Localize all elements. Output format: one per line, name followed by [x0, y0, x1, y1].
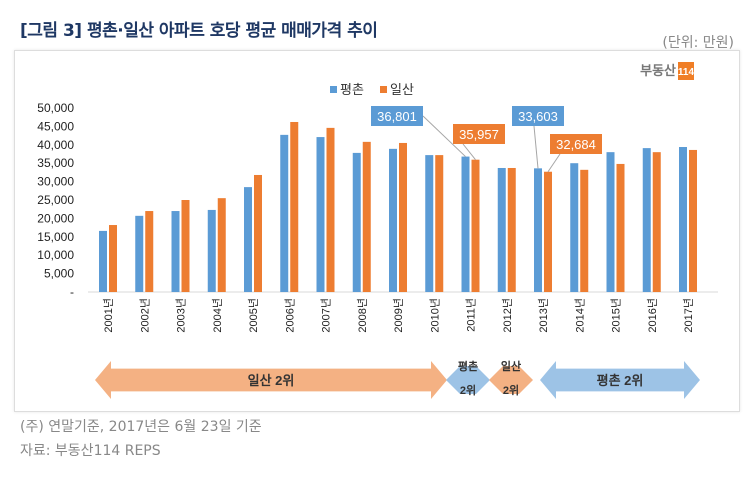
x-tick-label: 2004년 — [211, 298, 224, 333]
x-tick-label: 2008년 — [356, 298, 369, 333]
bar-평촌-2008년 — [352, 152, 361, 292]
x-tick-label: 2015년 — [610, 298, 623, 333]
arrow-label: 평촌 2위 — [597, 373, 644, 388]
arrow-label: 2위 — [460, 384, 476, 397]
x-tick-label: 2013년 — [537, 298, 550, 333]
bar-평촌-2017년 — [679, 147, 687, 292]
figure-title: [그림 3] 평촌·일산 아파트 호당 평균 매매가격 추이 — [20, 21, 378, 41]
arrow-label: 일산 — [501, 359, 521, 373]
bar-평촌-2010년 — [425, 155, 434, 292]
arrow-pyeongchon-2nd-2011 — [446, 366, 490, 394]
callout-leader — [422, 115, 466, 157]
y-tick-label: 10,000 — [37, 248, 74, 262]
bar-일산-2017년 — [689, 149, 697, 292]
bar-일산-2002년 — [145, 211, 154, 292]
y-tick-label: 5,000 — [44, 267, 74, 281]
x-tick-label: 2002년 — [138, 298, 151, 333]
legend-label-0: 평촌 — [340, 82, 364, 97]
logo-badge — [678, 62, 694, 80]
y-tick-label: 30,000 — [37, 175, 74, 189]
bar-일산-2003년 — [181, 200, 190, 292]
bar-일산-2005년 — [254, 174, 262, 292]
x-tick-label: 2011년 — [465, 298, 478, 332]
bar-일산-2010년 — [435, 155, 444, 292]
bar-평촌-2013년 — [534, 168, 542, 292]
callout-box — [550, 134, 602, 154]
bar-평촌-2009년 — [389, 148, 397, 292]
y-tick-label: 25,000 — [37, 193, 74, 207]
bar-평촌-2007년 — [316, 137, 325, 292]
bar-일산-2007년 — [326, 127, 335, 292]
logo-badge-text: 114 — [678, 67, 695, 78]
bar-일산-2012년 — [507, 167, 516, 292]
bar-일산-2001년 — [109, 225, 117, 292]
source-note: 자료: 부동산114 REPS — [20, 443, 161, 459]
y-tick-label: 35,000 — [37, 156, 74, 170]
callout-label: 32,684 — [556, 137, 596, 152]
bar-평촌-2001년 — [99, 230, 107, 292]
callout-label: 35,957 — [459, 127, 499, 142]
x-tick-label: 2006년 — [283, 298, 296, 333]
legend-swatch-1 — [380, 86, 387, 93]
x-tick-label: 2001년 — [102, 298, 115, 333]
bar-평촌-2006년 — [280, 134, 289, 292]
y-tick-label: - — [70, 285, 74, 299]
bar-일산-2006년 — [290, 121, 299, 292]
bar-일산-2013년 — [544, 171, 552, 292]
bar-평촌-2016년 — [642, 148, 651, 292]
callout-leader — [547, 153, 561, 173]
bar-평촌-2002년 — [135, 215, 144, 292]
callout-label: 33,603 — [518, 109, 558, 124]
bar-평촌-2012년 — [497, 167, 506, 292]
callout-leader — [533, 125, 539, 169]
bar-일산-2009년 — [399, 142, 407, 292]
bar-일산-2014년 — [580, 169, 589, 292]
callout-box — [453, 124, 505, 144]
x-tick-label: 2017년 — [682, 298, 695, 333]
arrow-ilsan-2nd-2012 — [489, 366, 533, 394]
chart-frame — [14, 50, 740, 412]
bar-평촌-2011년 — [461, 156, 470, 292]
callout-box — [512, 106, 564, 126]
bar-평촌-2015년 — [606, 152, 615, 292]
x-tick-label: 2016년 — [646, 298, 659, 333]
bar-평촌-2014년 — [570, 163, 579, 292]
x-tick-label: 2014년 — [573, 298, 586, 333]
arrow-ilsan-2nd — [95, 361, 447, 399]
y-tick-label: 15,000 — [37, 230, 74, 244]
y-tick-label: 20,000 — [37, 211, 74, 225]
arrow-label: 2위 — [503, 384, 519, 397]
x-tick-label: 2009년 — [392, 298, 405, 333]
arrow-label: 평촌 — [458, 359, 478, 373]
callout-box — [371, 106, 423, 126]
x-tick-label: 2010년 — [428, 298, 441, 333]
bar-평촌-2005년 — [244, 187, 252, 292]
bar-일산-2011년 — [471, 159, 480, 292]
bar-일산-2015년 — [616, 163, 625, 292]
bar-평촌-2003년 — [171, 211, 180, 292]
arrow-label: 일산 2위 — [248, 373, 295, 388]
legend-label-1: 일산 — [390, 82, 414, 97]
bar-일산-2004년 — [217, 198, 226, 292]
y-tick-label: 45,000 — [37, 119, 74, 133]
callout-label: 36,801 — [377, 109, 417, 124]
x-tick-label: 2012년 — [501, 298, 514, 333]
bar-일산-2016년 — [652, 152, 661, 292]
bar-일산-2008년 — [362, 141, 371, 292]
logo-text: 부동산 — [640, 63, 676, 78]
unit-label: (단위: 만원) — [662, 35, 734, 51]
y-tick-label: 50,000 — [37, 101, 74, 115]
arrow-pyeongchon-2nd — [540, 361, 700, 399]
callout-leader — [462, 143, 476, 160]
x-tick-label: 2005년 — [247, 298, 260, 333]
y-tick-label: 40,000 — [37, 138, 74, 152]
x-tick-label: 2003년 — [175, 298, 188, 333]
legend-swatch-0 — [330, 86, 337, 93]
x-tick-label: 2007년 — [320, 298, 333, 333]
footnote: (주) 연말기준, 2017년은 6월 23일 기준 — [20, 419, 262, 435]
bar-평촌-2004년 — [207, 209, 216, 292]
